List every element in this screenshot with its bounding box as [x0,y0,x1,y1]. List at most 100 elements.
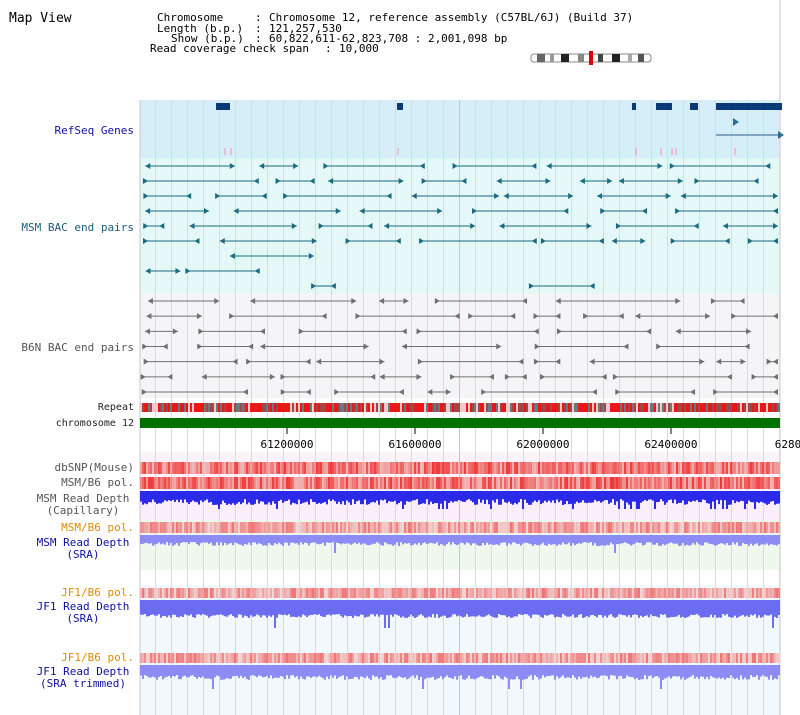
repeat-segment [596,403,598,412]
dbsnp-heat [320,462,322,474]
jf1-b6-pol-heat [340,588,342,598]
msm-bac-pair-end [259,163,265,169]
jf1-b6-pol-heat-2 [584,653,586,663]
msm-b6-pol-heat-2 [618,522,620,533]
msm-b6-pol-heat [634,477,636,489]
dbsnp-heat [240,462,242,474]
dbsnp-heat [744,462,746,474]
b6n-bac-pair-end [248,343,254,350]
jf1-sra-depth-bar [734,600,736,616]
repeat-segment [308,403,310,412]
msm-sra-depth-bar [620,535,622,544]
jf1-trimmed-depth-bar [604,665,606,676]
repeat-segment [322,403,324,412]
track-label-jf1-depth-sra[interactable]: JF1 Read Depth (SRA) [36,600,130,625]
msm-b6-pol-heat [200,477,202,489]
msm-b6-pol-heat-2 [150,522,152,533]
msm-bac-pair-end [398,178,404,184]
track-label-dbsnp[interactable]: dbSNP(Mouse) [54,461,134,474]
jf1-b6-pol-heat [550,588,552,598]
msm-sra-depth-bar [276,535,278,545]
track-label-msm-depth-capillary[interactable]: MSM Read Depth (Capillary) [36,492,130,517]
msm-b6-pol-heat-2 [480,522,482,533]
repeat-segment [364,403,366,412]
msm-sra-depth-bar [280,535,282,545]
msm-b6-pol-heat [240,477,242,489]
msm-b6-pol-heat [198,477,200,489]
msm-b6-pol-heat-2 [434,522,436,533]
msm-b6-pol-heat-2 [684,522,686,533]
msm-capillary-depth-bar [278,491,280,501]
jf1-sra-depth-bar [330,600,332,616]
track-label-msm-depth-sra[interactable]: MSM Read Depth (SRA) [36,536,130,561]
jf1-b6-pol-heat-2 [574,653,576,663]
track-label-jf1-b6-pol-2[interactable]: JF1/B6 pol. [61,651,134,664]
track-label-repeat[interactable]: Repeat [97,402,134,413]
dbsnp-heat [520,462,522,474]
msm-b6-pol-heat-2 [208,522,210,533]
repeat-segment [162,403,164,412]
jf1-b6-pol-heat [142,588,144,598]
msm-b6-pol-heat [700,477,702,489]
repeat-segment [312,403,314,412]
dbsnp-heat [532,462,534,474]
jf1-sra-depth-bar [764,600,766,615]
track-label-jf1-b6-pol-1[interactable]: JF1/B6 pol. [61,586,134,599]
track-label-refseq-genes[interactable]: RefSeq Genes [54,124,134,137]
jf1-trimmed-depth-bar [554,665,556,680]
dbsnp-heat [740,462,742,474]
jf1-sra-depth-bar [156,600,158,616]
msm-b6-pol-heat-2 [308,522,310,533]
jf1-b6-pol-heat [252,588,254,598]
jf1-trimmed-depth-bar [552,665,554,676]
msm-capillary-depth-bar [542,491,544,503]
jf1-b6-pol-heat-2 [666,653,668,663]
jf1-trimmed-depth-bar [602,665,604,676]
jf1-sra-depth-bar [328,600,330,615]
msm-b6-pol-heat-2 [662,522,664,533]
chromosome-bar[interactable] [140,418,780,428]
repeat-segment [404,403,406,412]
repeat-segment [150,403,152,412]
b6n-bac-pair-end [427,389,433,395]
track-label-chromosome[interactable]: chromosome 12 [55,418,134,429]
jf1-sra-depth-bar [242,600,244,618]
track-label-msm-bac[interactable]: MSM BAC end pairs [21,221,134,234]
dbsnp-heat [534,462,536,474]
repeat-segment [688,403,690,412]
jf1-sra-depth-bar [560,600,562,618]
jf1-b6-pol-heat-2 [412,653,414,663]
jf1-trimmed-depth-bar [618,665,620,677]
msm-sra-depth-bar [248,535,250,543]
jf1-b6-pol-heat [268,588,270,598]
dbsnp-heat [344,462,346,474]
track-label-b6n-bac[interactable]: B6N BAC end pairs [21,341,134,354]
msm-b6-pol-heat-2 [300,522,302,533]
chromosome-ideogram[interactable] [530,51,652,65]
repeat-segment [390,403,392,412]
msm-sra-depth-bar [524,535,526,543]
repeat-segment [142,403,144,412]
jf1-trimmed-depth-bar [190,665,192,676]
dbsnp-heat [734,462,736,474]
msm-b6-pol-heat-2 [778,522,780,533]
msm-b6-pol-heat-2 [154,522,156,533]
track-label-msm-b6-pol-1[interactable]: MSM/B6 pol. [61,476,134,489]
jf1-b6-pol-heat [166,588,168,598]
msm-bac-pair-end [386,193,392,199]
msm-capillary-depth-bar [766,491,768,505]
msm-b6-pol-heat-2 [530,522,532,533]
jf1-b6-pol-heat-2 [578,653,580,663]
track-label-jf1-depth-trimmed[interactable]: JF1 Read Depth (SRA trimmed) [36,665,130,690]
msm-b6-pol-heat-2 [238,522,240,533]
jf1-sra-depth-bar [742,600,744,615]
track-label-msm-b6-pol-2[interactable]: MSM/B6 pol. [61,521,134,534]
dbsnp-heat [360,462,362,474]
jf1-sra-depth-bar [520,600,522,615]
repeat-segment [486,403,488,412]
msm-b6-pol-heat-2 [562,522,564,533]
msm-capillary-depth-bar [332,491,334,500]
jf1-trimmed-depth-bar [528,665,530,677]
repeat-segment [326,403,328,412]
